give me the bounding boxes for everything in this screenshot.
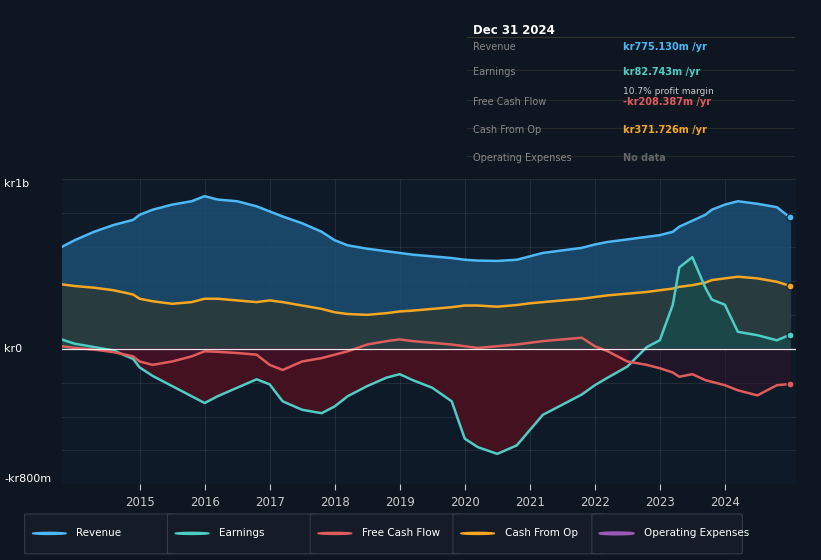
- Text: Free Cash Flow: Free Cash Flow: [474, 97, 547, 106]
- FancyBboxPatch shape: [592, 514, 742, 554]
- Text: Cash From Op: Cash From Op: [505, 529, 578, 538]
- Text: Free Cash Flow: Free Cash Flow: [362, 529, 440, 538]
- Circle shape: [32, 533, 67, 534]
- FancyBboxPatch shape: [453, 514, 603, 554]
- Circle shape: [318, 533, 352, 534]
- FancyBboxPatch shape: [310, 514, 461, 554]
- Text: -kr208.387m /yr: -kr208.387m /yr: [623, 97, 712, 106]
- Text: Revenue: Revenue: [474, 42, 516, 52]
- Circle shape: [461, 533, 494, 534]
- FancyBboxPatch shape: [25, 514, 175, 554]
- Text: 10.7% profit margin: 10.7% profit margin: [623, 87, 714, 96]
- Text: Earnings: Earnings: [474, 67, 516, 77]
- Text: Cash From Op: Cash From Op: [474, 125, 542, 135]
- Circle shape: [175, 533, 209, 534]
- Text: -kr800m: -kr800m: [4, 474, 51, 484]
- Text: kr775.130m /yr: kr775.130m /yr: [623, 42, 707, 52]
- Text: kr371.726m /yr: kr371.726m /yr: [623, 125, 707, 135]
- Text: Earnings: Earnings: [219, 529, 264, 538]
- Text: kr82.743m /yr: kr82.743m /yr: [623, 67, 700, 77]
- Text: kr0: kr0: [4, 344, 22, 354]
- Text: Operating Expenses: Operating Expenses: [644, 529, 749, 538]
- Text: kr1b: kr1b: [4, 179, 30, 189]
- Text: Revenue: Revenue: [76, 529, 122, 538]
- Text: Dec 31 2024: Dec 31 2024: [474, 24, 555, 37]
- FancyBboxPatch shape: [167, 514, 318, 554]
- Text: Operating Expenses: Operating Expenses: [474, 153, 572, 163]
- Text: No data: No data: [623, 153, 666, 163]
